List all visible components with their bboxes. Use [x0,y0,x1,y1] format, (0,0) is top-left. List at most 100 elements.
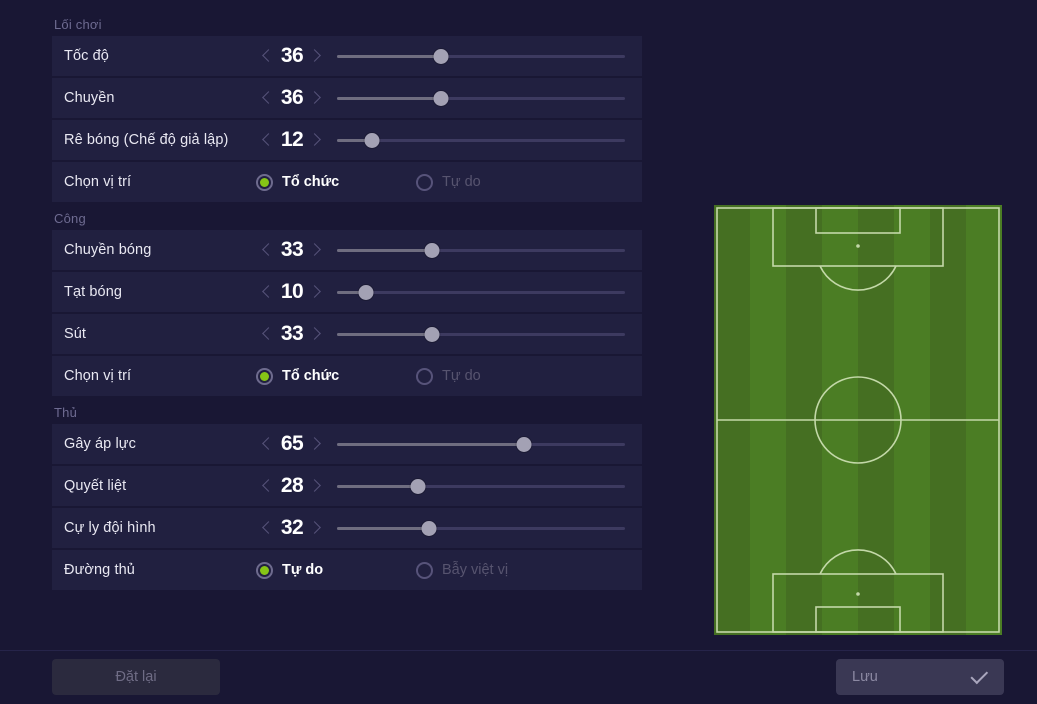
slider-knob[interactable] [424,326,440,342]
section-title: Công [54,211,86,226]
setting-value: 36 [280,86,304,109]
radio-option[interactable]: Tự do [416,367,576,385]
chevron-right-icon[interactable] [310,240,322,260]
setting-value: 33 [280,322,304,345]
radio-option[interactable]: Tự do [416,173,576,191]
value-stepper: 36 [252,86,332,110]
radio-option[interactable]: Tổ chức [256,367,416,385]
option-row: Đường thủ Tự do Bẫy việt vị [52,550,642,590]
slider-fill [337,442,525,446]
chevron-left-icon[interactable] [262,130,274,150]
slider-knob[interactable] [516,436,532,452]
value-stepper: 65 [252,432,332,456]
setting-slider[interactable] [337,88,625,108]
chevron-right-icon[interactable] [310,476,322,496]
chevron-right-icon[interactable] [310,130,322,150]
slider-row: Sút 33 [52,314,642,354]
reset-button[interactable]: Đặt lại [52,659,220,695]
chevron-right-icon[interactable] [310,46,322,66]
penalty-spot-bottom [856,592,860,596]
setting-slider[interactable] [337,130,625,150]
setting-slider[interactable] [337,476,625,496]
save-button-label: Lưu [852,669,878,685]
chevron-left-icon[interactable] [262,88,274,108]
setting-slider[interactable] [337,324,625,344]
setting-value: 32 [280,516,304,539]
value-stepper: 10 [252,280,332,304]
footer-bar: Đặt lại Lưu [0,650,1037,704]
radio-option-label: Tổ chức [282,174,340,190]
chevron-left-icon[interactable] [262,240,274,260]
save-button[interactable]: Lưu [836,659,1004,695]
radio-icon[interactable] [256,367,273,385]
chevron-left-icon[interactable] [262,518,274,538]
radio-icon[interactable] [256,173,273,191]
chevron-right-icon[interactable] [310,434,322,454]
slider-knob[interactable] [421,520,437,536]
tactics-settings-panel: Lối chơi Tốc độ 36 Chuyền 36 Rê bóng (Chế độ … [52,0,642,592]
setting-slider[interactable] [337,518,625,538]
radio-option-label: Tự do [442,174,481,190]
slider-knob[interactable] [410,478,426,494]
setting-value: 10 [280,280,304,303]
setting-value: 12 [280,128,304,151]
slider-track [337,290,625,294]
chevron-right-icon[interactable] [310,324,322,344]
slider-row: Chuyền bóng 33 [52,230,642,270]
slider-fill [337,96,441,100]
slider-knob[interactable] [358,284,374,300]
setting-value: 28 [280,474,304,497]
radio-group: Tự do Bẫy việt vị [256,561,576,579]
slider-knob[interactable] [424,242,440,258]
value-stepper: 36 [252,44,332,68]
chevron-right-icon[interactable] [310,518,322,538]
slider-row: Chuyền 36 [52,78,642,118]
setting-slider[interactable] [337,240,625,260]
slider-row: Gây áp lực 65 [52,424,642,464]
setting-value: 36 [280,44,304,67]
slider-knob[interactable] [433,48,449,64]
value-stepper: 12 [252,128,332,152]
slider-track [337,138,625,142]
setting-label: Chọn vị trí [64,174,132,190]
football-pitch-preview [714,205,1002,635]
pitch-svg [714,205,1002,635]
setting-label: Cự ly đội hình [64,520,156,536]
slider-track [337,96,625,100]
slider-track [337,484,625,488]
radio-option[interactable]: Tự do [256,561,416,579]
slider-row: Quyết liệt 28 [52,466,642,506]
section-title: Thủ [54,405,78,420]
radio-icon[interactable] [256,561,273,579]
value-stepper: 33 [252,322,332,346]
setting-label: Rê bóng (Chế độ giả lập) [64,132,229,148]
chevron-left-icon[interactable] [262,434,274,454]
setting-label: Sút [64,326,87,342]
slider-row: Cự ly đội hình 32 [52,508,642,548]
chevron-right-icon[interactable] [310,282,322,302]
slider-row: Tốc độ 36 [52,36,642,76]
slider-knob[interactable] [433,90,449,106]
slider-knob[interactable] [364,132,380,148]
radio-icon[interactable] [416,561,433,579]
radio-icon[interactable] [416,173,433,191]
radio-option[interactable]: Tổ chức [256,173,416,191]
setting-label: Chuyền bóng [64,242,152,258]
setting-label: Gây áp lực [64,436,136,452]
slider-fill [337,138,372,142]
slider-track [337,526,625,530]
setting-slider[interactable] [337,46,625,66]
setting-value: 33 [280,238,304,261]
setting-slider[interactable] [337,282,625,302]
slider-fill [337,248,433,252]
radio-option[interactable]: Bẫy việt vị [416,561,576,579]
radio-option-label: Bẫy việt vị [442,562,509,578]
chevron-right-icon[interactable] [310,88,322,108]
check-icon [970,666,989,684]
chevron-left-icon[interactable] [262,46,274,66]
chevron-left-icon[interactable] [262,476,274,496]
chevron-left-icon[interactable] [262,282,274,302]
chevron-left-icon[interactable] [262,324,274,344]
setting-slider[interactable] [337,434,625,454]
radio-icon[interactable] [416,367,433,385]
